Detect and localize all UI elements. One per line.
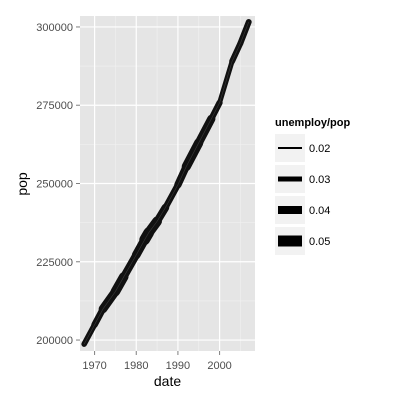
y-axis: 200000 225000 250000 275000 300000: [36, 22, 80, 347]
series-layer: [81, 18, 252, 347]
legend-label: 0.03: [309, 174, 330, 186]
y-tick-label: 300000: [36, 22, 73, 34]
x-tick-label: 1990: [166, 360, 190, 372]
x-tick-label: 1970: [82, 360, 106, 372]
x-tick-label: 1980: [124, 360, 148, 372]
y-tick-label: 250000: [36, 179, 73, 191]
legend-label: 0.05: [309, 236, 330, 248]
y-tick-label: 275000: [36, 100, 73, 112]
legend-title: unemploy/pop: [275, 117, 350, 129]
y-tick-label: 225000: [36, 257, 73, 269]
x-axis-title: date: [154, 373, 181, 389]
legend: 0.02 0.03 0.04 0.05: [275, 134, 330, 255]
x-axis: 1970 1980 1990 2000: [82, 351, 232, 372]
x-tick-label: 2000: [207, 360, 231, 372]
series-line: [83, 21, 250, 345]
y-tick-label: 200000: [36, 335, 73, 347]
legend-label: 0.02: [309, 143, 330, 155]
y-axis-title: pop: [14, 172, 30, 196]
legend-label: 0.04: [309, 205, 330, 217]
